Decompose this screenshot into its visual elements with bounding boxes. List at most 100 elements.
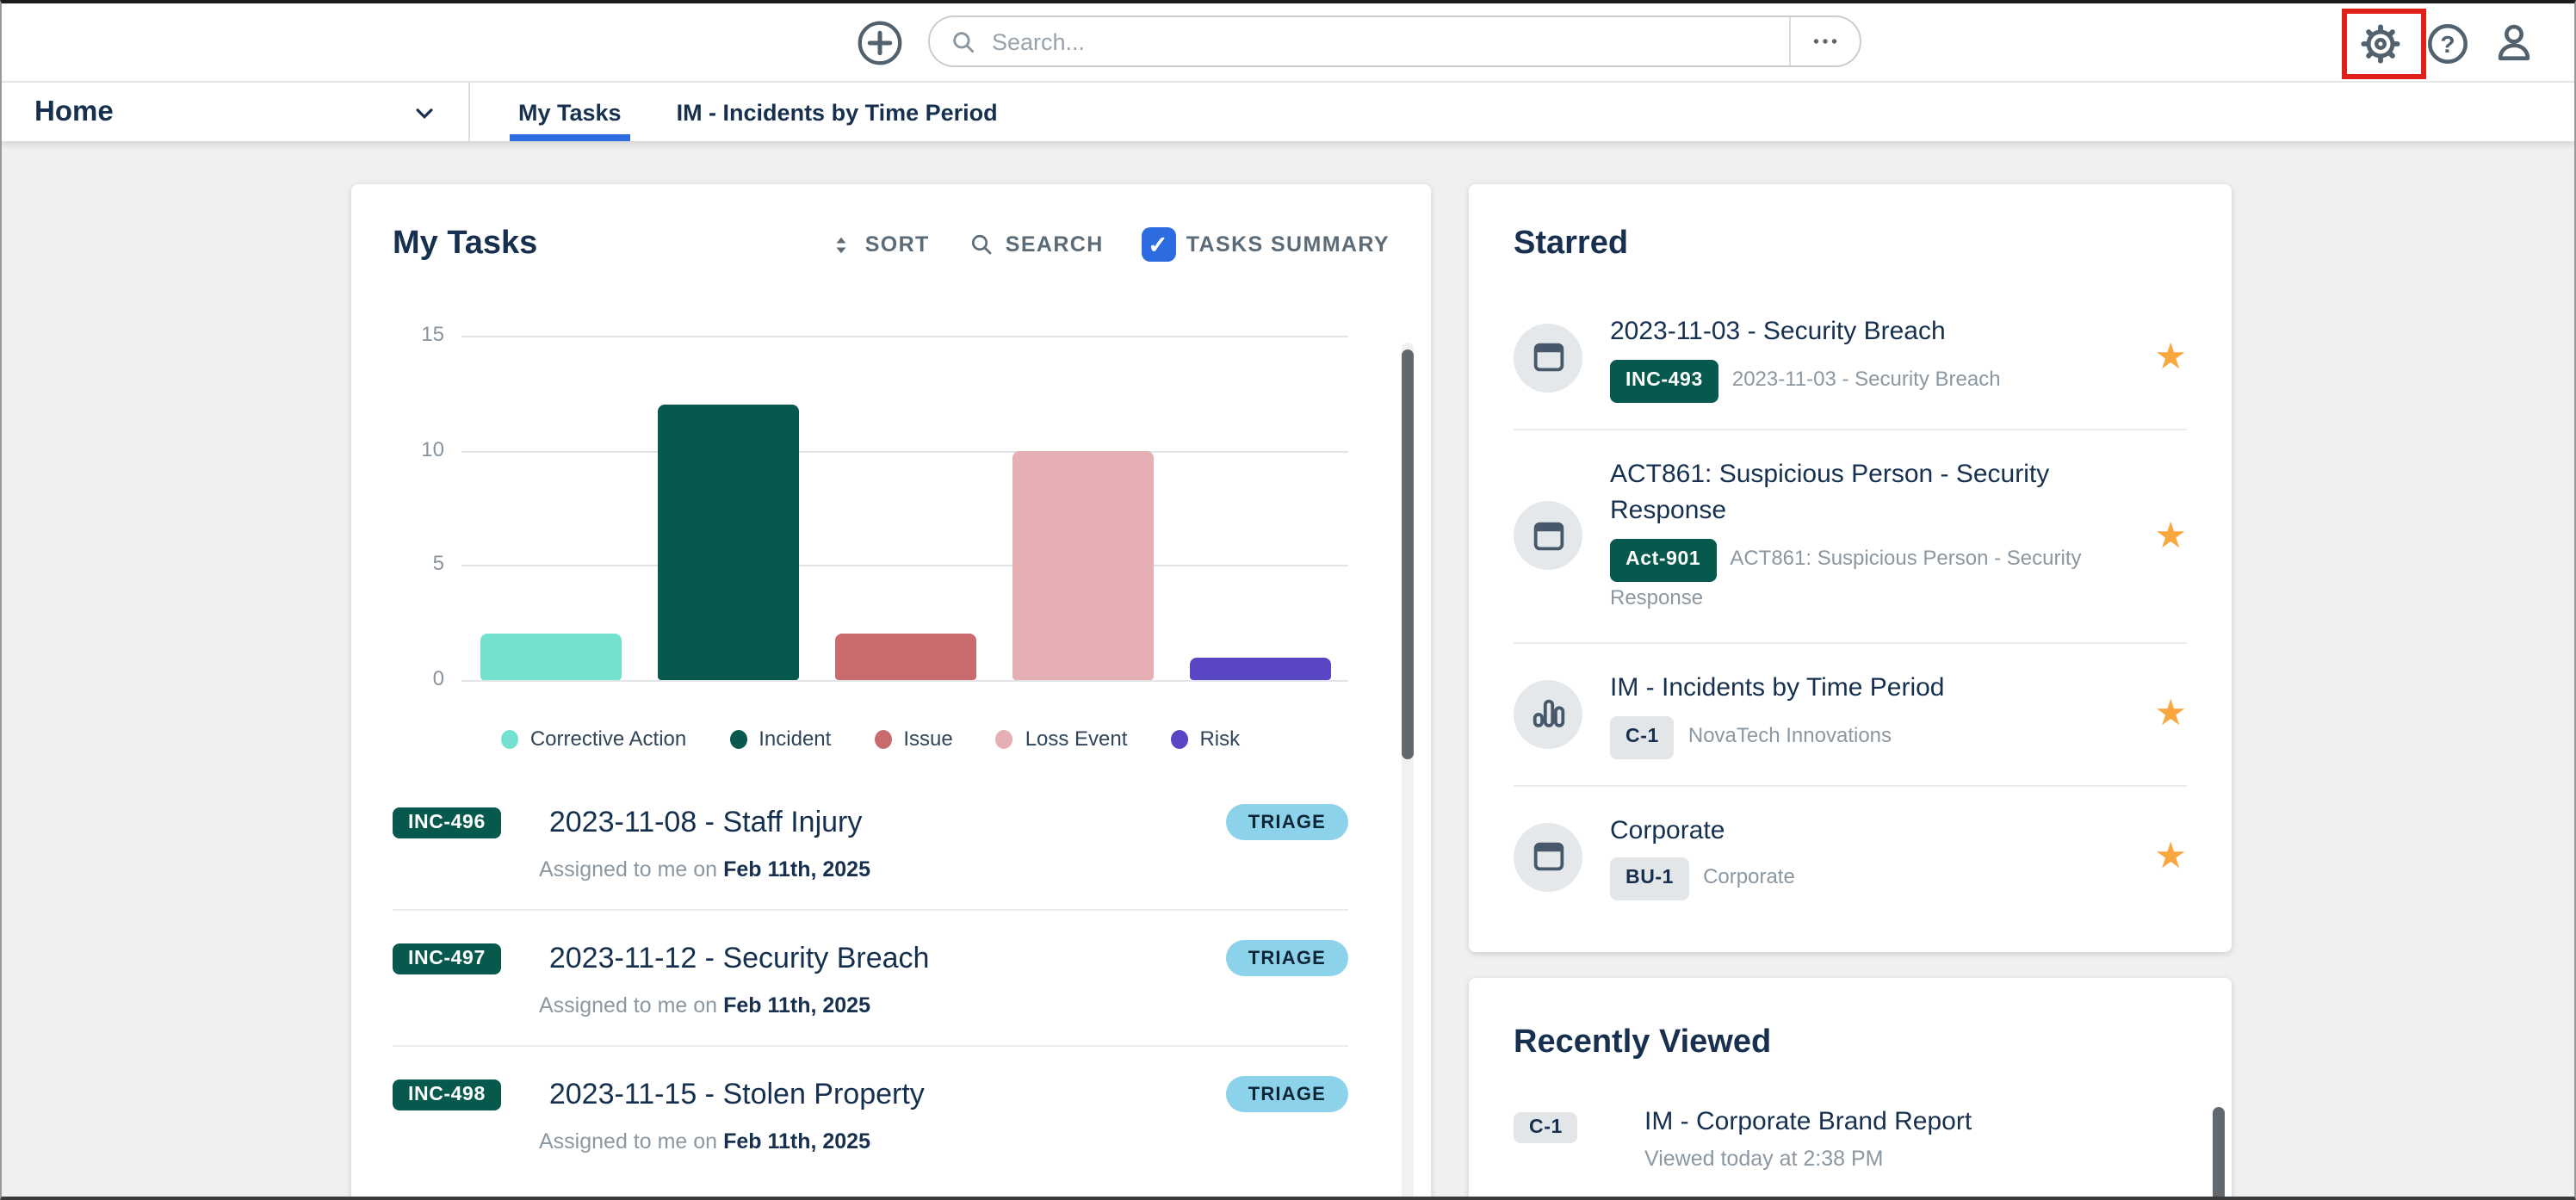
recently-viewed-item[interactable]: C-1 IM - Corporate Brand Report Viewed t… bbox=[1514, 1107, 2187, 1171]
starred-item-title[interactable]: IM - Incidents by Time Period bbox=[1610, 672, 1945, 702]
legend-item[interactable]: Incident bbox=[729, 727, 831, 751]
svg-text:?: ? bbox=[2439, 30, 2454, 57]
sort-button[interactable]: SORT bbox=[829, 232, 930, 257]
tasks-summary-toggle[interactable]: ✓ TASKS SUMMARY bbox=[1141, 227, 1390, 262]
sort-label: SORT bbox=[864, 232, 930, 257]
chart-bars bbox=[461, 329, 1348, 680]
scrollbar-thumb[interactable] bbox=[2213, 1107, 2225, 1197]
nav-bar: Home My Tasks IM - Incidents by Time Per… bbox=[2, 83, 2574, 141]
star-icon[interactable]: ★ bbox=[2154, 837, 2187, 877]
legend-dot-icon bbox=[1170, 729, 1188, 748]
my-tasks-card: My Tasks SORT bbox=[351, 184, 1431, 1197]
recently-viewed-item-title[interactable]: IM - Corporate Brand Report bbox=[1644, 1107, 1972, 1136]
legend-label: Issue bbox=[903, 727, 953, 751]
task-id-badge: INC-496 bbox=[393, 807, 501, 838]
starred-item[interactable]: IM - Incidents by Time Period C-1 NovaTec… bbox=[1514, 644, 2187, 787]
divider bbox=[1789, 17, 1791, 65]
search-icon bbox=[949, 27, 978, 56]
starred-title: Starred bbox=[1514, 226, 1629, 262]
tasks-summary-label: TASKS SUMMARY bbox=[1186, 232, 1390, 257]
search-options-button[interactable] bbox=[1791, 17, 1860, 65]
task-row[interactable]: INC-496 2023-11-08 - Staff Injury TRIAGE… bbox=[393, 775, 1348, 911]
gear-icon bbox=[2356, 20, 2403, 66]
legend-item[interactable]: Loss Event bbox=[995, 727, 1128, 751]
legend-item[interactable]: Issue bbox=[874, 727, 953, 751]
my-tasks-header: My Tasks SORT bbox=[393, 226, 1390, 263]
legend-item[interactable]: Risk bbox=[1170, 727, 1240, 751]
legend-label: Corrective Action bbox=[529, 727, 687, 751]
table-window-icon bbox=[1514, 323, 1582, 393]
starred-item[interactable]: 2023-11-03 - Security Breach INC-493 2023… bbox=[1514, 288, 2187, 430]
settings-button[interactable] bbox=[2354, 17, 2406, 69]
starred-item-meta: INC-493 2023-11-03 - Security Breach bbox=[1610, 359, 2137, 403]
chart-gridline bbox=[461, 450, 1348, 453]
chart-bar-risk[interactable] bbox=[1189, 657, 1330, 680]
task-row[interactable]: INC-498 2023-11-15 - Stolen Property TRI… bbox=[393, 1047, 1348, 1181]
starred-item[interactable]: ACT861: Suspicious Person - Security Res… bbox=[1514, 430, 2187, 644]
task-assigned-text: Assigned to me on Feb 11th, 2025 bbox=[539, 993, 870, 1018]
scrollbar-thumb[interactable] bbox=[1402, 349, 1414, 759]
star-icon[interactable]: ★ bbox=[2154, 694, 2187, 734]
ellipsis-icon bbox=[1810, 26, 1841, 57]
chart-bar-incident[interactable] bbox=[657, 405, 798, 680]
chart-bar-loss-event[interactable] bbox=[1012, 450, 1153, 680]
chart-legend: Corrective Action Incident Issue Loss Event… bbox=[393, 727, 1348, 751]
chart-gridline bbox=[461, 680, 1348, 682]
task-status-badge: TRIAGE bbox=[1225, 940, 1348, 976]
chart-plot: 0 5 10 15 bbox=[393, 322, 1348, 704]
recently-viewed-title: Recently Viewed bbox=[1514, 1024, 1772, 1061]
starred-item[interactable]: Corporate BU-1 Corporate ★ bbox=[1514, 786, 2187, 926]
legend-dot-icon bbox=[874, 729, 892, 748]
task-title[interactable]: 2023-11-15 - Stolen Property bbox=[548, 1077, 925, 1110]
create-new-button[interactable] bbox=[852, 15, 907, 71]
task-title[interactable]: 2023-11-12 - Security Breach bbox=[548, 941, 930, 974]
task-list: INC-496 2023-11-08 - Staff Injury TRIAGE… bbox=[393, 775, 1348, 1181]
task-id-badge: INC-498 bbox=[393, 1079, 501, 1110]
starred-item-title[interactable]: Corporate bbox=[1610, 815, 1725, 845]
starred-list: 2023-11-03 - Security Breach INC-493 2023… bbox=[1514, 288, 2187, 927]
chart-ytick-label: 0 bbox=[432, 666, 444, 690]
tab-my-tasks[interactable]: My Tasks bbox=[491, 83, 649, 141]
chart-bar-corrective-action[interactable] bbox=[480, 634, 621, 680]
table-window-icon bbox=[1514, 501, 1582, 571]
task-row[interactable]: INC-497 2023-11-12 - Security Breach TRI… bbox=[393, 911, 1348, 1047]
star-icon[interactable]: ★ bbox=[2154, 337, 2187, 378]
search-tasks-button[interactable]: SEARCH bbox=[968, 231, 1104, 258]
tab-label: IM - Incidents by Time Period bbox=[676, 99, 998, 125]
home-dropdown[interactable]: Home bbox=[2, 83, 470, 141]
legend-dot-icon bbox=[729, 729, 747, 748]
tab-im-incidents-by-time-period[interactable]: IM - Incidents by Time Period bbox=[649, 83, 1025, 141]
chart-bar-issue[interactable] bbox=[834, 634, 975, 680]
table-window-icon bbox=[1514, 822, 1582, 892]
starred-item-title[interactable]: 2023-11-03 - Security Breach bbox=[1610, 317, 1946, 346]
tab-bar: My Tasks IM - Incidents by Time Period bbox=[491, 83, 1025, 141]
chevron-down-icon bbox=[408, 96, 441, 128]
checkbox-checked-icon[interactable]: ✓ bbox=[1141, 227, 1176, 262]
task-id-badge: INC-497 bbox=[393, 943, 501, 974]
toolbar-right-icons: ? bbox=[2354, 3, 2540, 83]
bar-chart-icon bbox=[1514, 679, 1582, 749]
legend-label: Loss Event bbox=[1025, 727, 1128, 751]
search-input[interactable] bbox=[992, 28, 1789, 54]
item-id-badge: Act-901 bbox=[1610, 539, 1717, 583]
task-status-badge: TRIAGE bbox=[1225, 1076, 1348, 1112]
recently-viewed-list: C-1 IM - Corporate Brand Report Viewed t… bbox=[1514, 1107, 2187, 1171]
sort-icon bbox=[829, 232, 855, 257]
help-icon: ? bbox=[2424, 20, 2470, 66]
task-title[interactable]: 2023-11-08 - Staff Injury bbox=[548, 805, 863, 838]
starred-item-title[interactable]: ACT861: Suspicious Person - Security Res… bbox=[1610, 459, 2050, 526]
profile-button[interactable] bbox=[2488, 17, 2540, 69]
chart-ytick-label: 15 bbox=[421, 322, 444, 346]
profile-icon bbox=[2490, 19, 2538, 67]
star-icon[interactable]: ★ bbox=[2154, 516, 2187, 556]
chart-ytick-label: 10 bbox=[421, 436, 444, 461]
chart-ytick-label: 5 bbox=[432, 551, 444, 576]
top-toolbar: ? bbox=[2, 3, 2574, 83]
starred-item-meta: Act-901 ACT861: Suspicious Person - Secur… bbox=[1610, 539, 2137, 616]
search-icon bbox=[968, 231, 995, 258]
help-button[interactable]: ? bbox=[2421, 17, 2473, 69]
legend-item[interactable]: Corrective Action bbox=[500, 727, 687, 751]
plus-circle-icon bbox=[854, 17, 906, 69]
task-assigned-text: Assigned to me on Feb 11th, 2025 bbox=[539, 1129, 870, 1154]
